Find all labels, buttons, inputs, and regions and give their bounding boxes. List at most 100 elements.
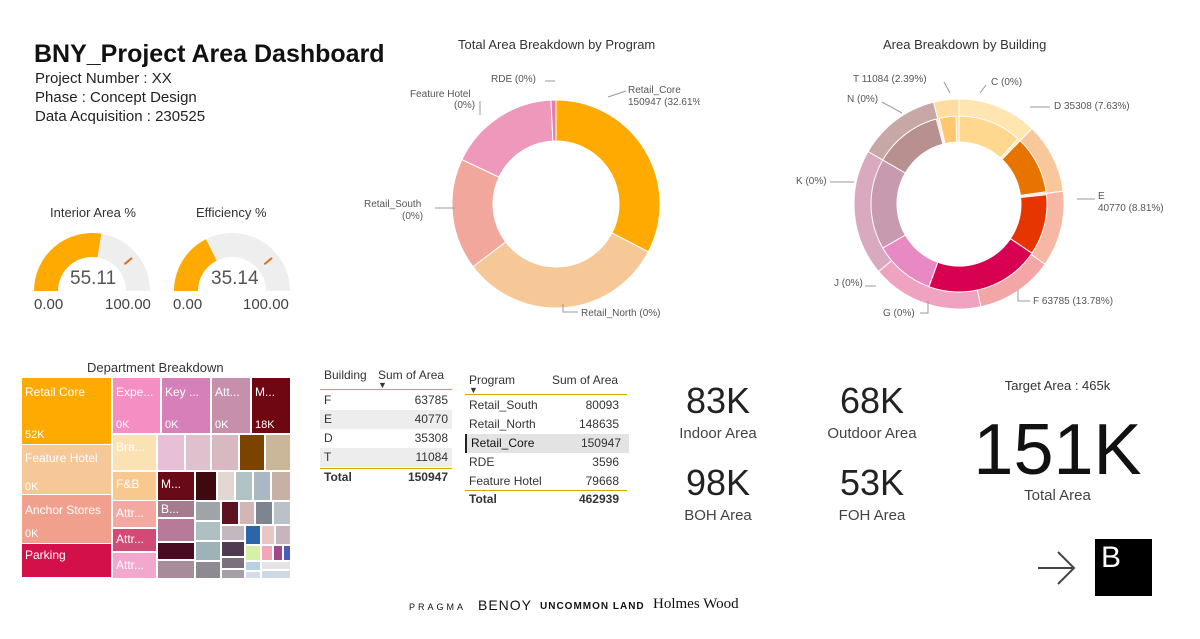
- table-row[interactable]: F 63785: [320, 391, 452, 410]
- treemap-cell[interactable]: [284, 546, 290, 560]
- treemap-cell[interactable]: [222, 570, 244, 578]
- foh-area-label: FOH Area: [838, 507, 906, 524]
- treemap-cell[interactable]: [186, 435, 210, 470]
- treemap-label: M...: [161, 477, 181, 491]
- treemap-cell[interactable]: [272, 472, 290, 500]
- treemap-cell[interactable]: [262, 562, 290, 569]
- treemap-label: Att...: [215, 385, 240, 399]
- benoy-nav-button[interactable]: B: [1095, 539, 1152, 596]
- building-header[interactable]: Building: [324, 368, 367, 382]
- outdoor-area-label: Outdoor Area: [827, 425, 917, 442]
- treemap-cell[interactable]: [196, 472, 216, 500]
- treemap-cell[interactable]: [222, 558, 244, 568]
- treemap-cell[interactable]: [276, 526, 290, 544]
- outdoor-area-value: 68K: [839, 380, 905, 421]
- treemap-cell-attr-1[interactable]: Attr...: [113, 501, 156, 527]
- treemap-cell[interactable]: [158, 561, 194, 578]
- page-title: BNY_Project Area Dashboard: [34, 40, 385, 68]
- slice-label: G (0%): [883, 308, 915, 319]
- sort-desc-icon[interactable]: ▼: [378, 380, 387, 390]
- treemap-label: Parking: [25, 548, 66, 562]
- slice-label: RDE (0%): [491, 74, 536, 85]
- table-row-selected[interactable]: Retail_Core 150947: [465, 434, 629, 453]
- treemap-cell[interactable]: [196, 502, 220, 520]
- slice-label: F 63785 (13.78%): [1033, 296, 1113, 307]
- treemap-label: B...: [161, 502, 180, 516]
- treemap-cell-parking[interactable]: Parking: [22, 544, 111, 577]
- treemap-cell[interactable]: [222, 526, 244, 540]
- treemap-cell-attr-2[interactable]: Attr...: [113, 529, 156, 551]
- treemap-label: Key ...: [165, 385, 200, 399]
- table-row[interactable]: Retail_South 80093: [465, 396, 627, 415]
- treemap-cell[interactable]: [256, 502, 272, 524]
- donut-slice-retail-core: [555, 99, 661, 253]
- treemap-cell-feature-hotel[interactable]: Feature Hotel 0K: [22, 445, 111, 494]
- treemap-cell[interactable]: [196, 562, 220, 578]
- treemap-cell[interactable]: [158, 435, 184, 470]
- gauges-svg: [34, 233, 290, 291]
- treemap-cell[interactable]: [236, 472, 252, 500]
- gauge-target-marker: [123, 257, 133, 265]
- treemap-cell-retail-core[interactable]: Retail Core 52K: [22, 378, 111, 444]
- slice-label: 40770 (8.81%): [1098, 203, 1164, 214]
- slice-label: Retail_South: [364, 199, 421, 210]
- treemap-cell[interactable]: [218, 472, 234, 500]
- table-row[interactable]: E 40770: [320, 410, 452, 429]
- treemap-cell[interactable]: [196, 542, 220, 560]
- indoor-area-value: 83K: [685, 380, 751, 421]
- treemap-cell[interactable]: [222, 502, 238, 524]
- boh-area-label: BOH Area: [684, 507, 752, 524]
- treemap-cell[interactable]: [262, 526, 274, 544]
- table-row[interactable]: Retail_North 148635: [465, 415, 627, 434]
- treemap-cell-anchor-stores[interactable]: Anchor Stores 0K: [22, 495, 111, 543]
- table-row[interactable]: Feature Hotel 79668: [465, 472, 627, 491]
- treemap-value: 0K: [25, 481, 39, 493]
- sum-of-area-header[interactable]: Sum of Area: [378, 368, 445, 382]
- treemap-cell[interactable]: [158, 519, 194, 541]
- treemap-cell[interactable]: [274, 502, 290, 524]
- treemap-cell[interactable]: [196, 522, 220, 540]
- treemap-cell[interactable]: [158, 543, 194, 559]
- total-label: Total: [324, 470, 352, 484]
- table-row[interactable]: D 35308: [320, 429, 452, 448]
- slice-label: 150947 (32.61%): [628, 97, 700, 108]
- slice-label: J (0%): [834, 278, 863, 289]
- treemap-cell[interactable]: [266, 435, 290, 470]
- row-value: 150947: [580, 436, 621, 450]
- treemap-cell[interactable]: [254, 472, 270, 500]
- treemap-cell[interactable]: [262, 571, 290, 578]
- sort-desc-icon[interactable]: ▼: [469, 385, 478, 395]
- treemap-cell-att[interactable]: Att... 0K: [212, 378, 250, 433]
- treemap-cell[interactable]: [222, 542, 244, 556]
- treemap-value: 0K: [165, 419, 179, 431]
- treemap-cell-m-2[interactable]: M...: [158, 472, 194, 500]
- gauge-interior-label: Interior Area %: [50, 205, 136, 220]
- treemap-cell-b[interactable]: B...: [158, 501, 194, 517]
- treemap-cell-expe[interactable]: Expe... 0K: [113, 378, 160, 433]
- leader-line: [979, 84, 987, 94]
- treemap-cell-fb[interactable]: F&B: [113, 472, 156, 500]
- table-row[interactable]: T 11084: [320, 448, 452, 467]
- total-row: Total 150947: [320, 468, 452, 487]
- gauge-fill: [34, 233, 102, 291]
- sum-of-area-header[interactable]: Sum of Area: [552, 373, 619, 387]
- treemap-cell[interactable]: [212, 435, 238, 470]
- treemap-cell-m[interactable]: M... 18K: [252, 378, 290, 433]
- program-header[interactable]: Program: [469, 373, 516, 387]
- treemap-cell[interactable]: [262, 546, 272, 560]
- treemap-cell[interactable]: [246, 562, 260, 570]
- gauge-target-marker: [263, 257, 273, 265]
- treemap-cell-attr-3[interactable]: Attr...: [113, 553, 156, 578]
- treemap-cell[interactable]: [240, 502, 254, 524]
- arrow-right-icon[interactable]: [1036, 548, 1080, 588]
- treemap-cell[interactable]: [246, 572, 260, 578]
- treemap-cell-bra[interactable]: Bra...: [113, 435, 156, 470]
- treemap-cell[interactable]: [274, 546, 282, 560]
- treemap-label: F&B: [116, 477, 140, 491]
- treemap-cell[interactable]: [246, 546, 260, 560]
- treemap-cell[interactable]: [240, 435, 264, 470]
- treemap-cell-key[interactable]: Key ... 0K: [162, 378, 210, 433]
- table-row[interactable]: RDE 3596: [465, 453, 627, 472]
- treemap-cell[interactable]: [246, 526, 260, 544]
